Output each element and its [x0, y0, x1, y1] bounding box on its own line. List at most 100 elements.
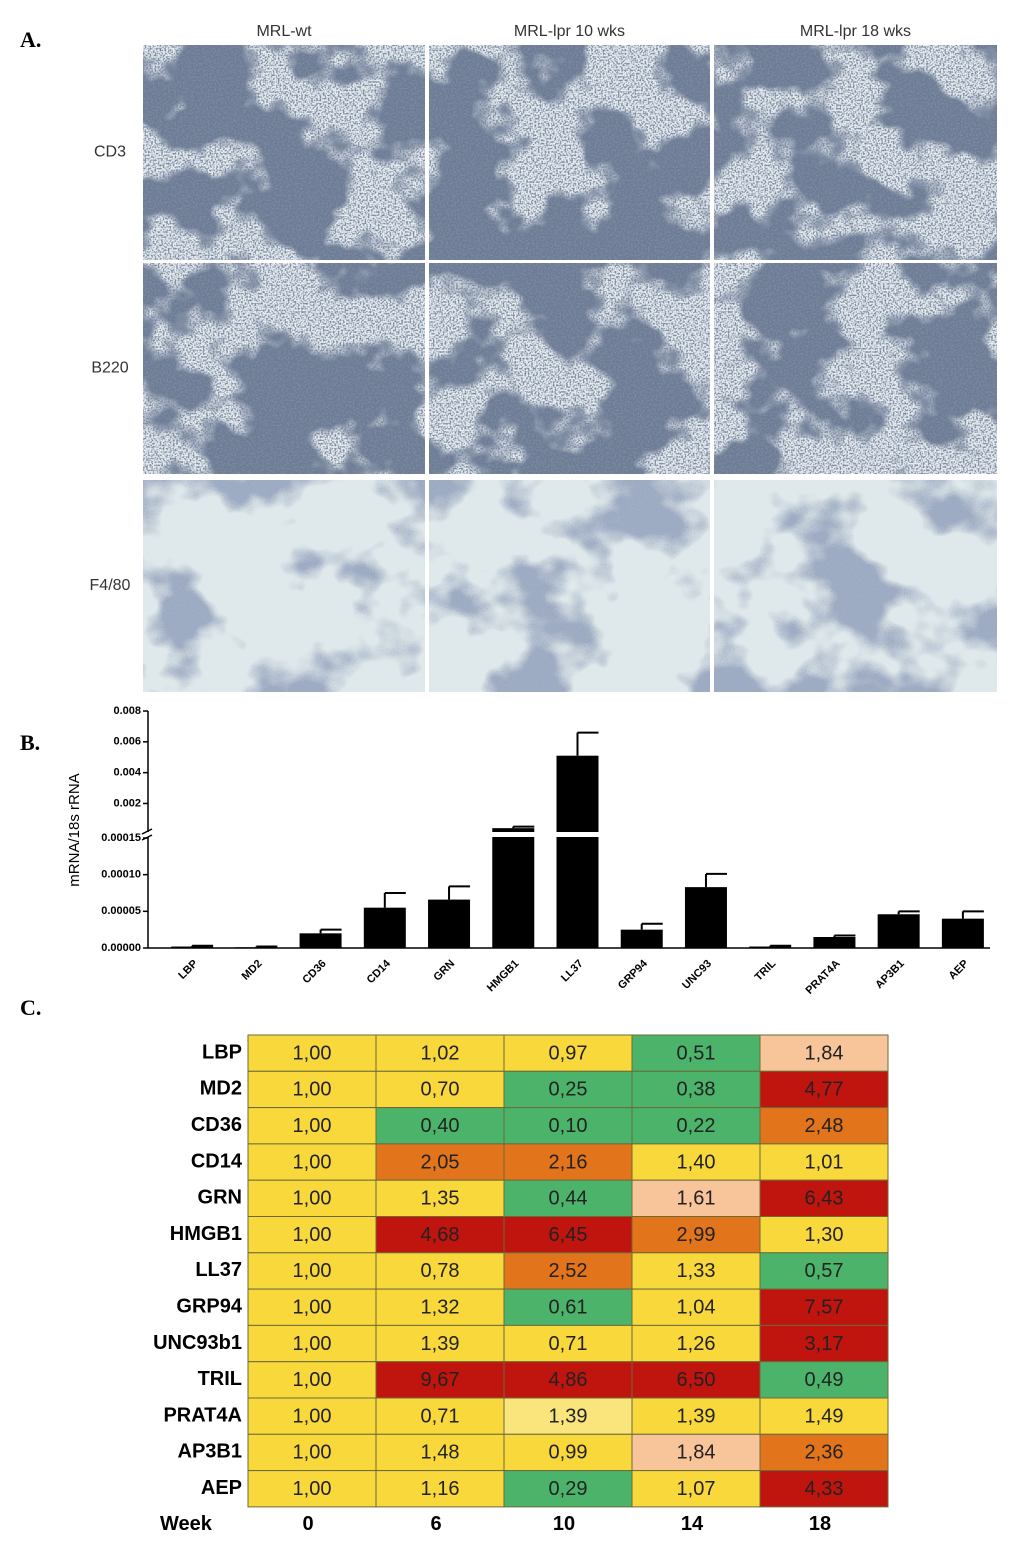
- gene-label: CD14: [191, 1150, 243, 1172]
- heat-cell: [503, 1179, 633, 1217]
- column-label: 10: [553, 1513, 575, 1535]
- heat-cell: [247, 1179, 377, 1217]
- bar: [620, 929, 663, 948]
- column-label: 0: [302, 1513, 313, 1535]
- cell-value: 1,00: [293, 1151, 332, 1173]
- cell-value: 1,35: [421, 1188, 460, 1210]
- micrograph: [429, 45, 710, 260]
- heat-cell: [247, 1397, 377, 1435]
- cell-value: 1,39: [421, 1333, 460, 1355]
- cell-value: 2,52: [549, 1260, 588, 1282]
- micrograph: [714, 480, 997, 692]
- cell-value: 0,22: [677, 1115, 716, 1137]
- y-tick-label: 0.00010: [101, 869, 141, 881]
- micrograph: [143, 480, 425, 692]
- break-mark: [141, 834, 153, 841]
- heat-cell: [759, 1107, 889, 1145]
- y-tick-label: 0.00000: [101, 942, 141, 954]
- column-header: MRL-lpr 10 wks: [514, 23, 625, 40]
- cell-value: 2,99: [677, 1224, 716, 1246]
- x-tick-label: GRN: [431, 958, 457, 984]
- cell-value: 3,17: [805, 1333, 844, 1355]
- x-tick-label: AP3B1: [873, 958, 907, 992]
- cell-value: 1,32: [421, 1297, 460, 1319]
- cell-value: 1,01: [805, 1151, 844, 1173]
- bar: [941, 918, 984, 948]
- heat-cell: [631, 1324, 761, 1363]
- cell-value: 1,07: [677, 1478, 716, 1500]
- y-tick-label: 0.006: [113, 736, 141, 748]
- axis-break: [142, 832, 990, 837]
- cell-value: 1,39: [677, 1405, 716, 1427]
- heat-cell: [503, 1107, 633, 1145]
- cell-value: 1,00: [293, 1442, 332, 1464]
- x-tick-label: CD14: [365, 957, 394, 986]
- cell-value: 1,30: [805, 1224, 844, 1246]
- cell-value: 1,33: [677, 1260, 716, 1282]
- heat-cell: [631, 1070, 761, 1109]
- panel-label: B.: [20, 730, 40, 755]
- cell-value: 4,68: [421, 1224, 460, 1246]
- cell-value: 0,70: [421, 1079, 460, 1101]
- cell-value: 1,61: [677, 1188, 716, 1210]
- heat-cell: [247, 1288, 377, 1326]
- gene-label: UNC93b1: [153, 1332, 242, 1354]
- cell-value: 0,51: [677, 1042, 716, 1064]
- column-header: MRL-lpr 18 wks: [800, 23, 911, 40]
- cell-value: 0,97: [549, 1042, 588, 1064]
- heat-cell: [375, 1107, 505, 1145]
- bar: [556, 755, 599, 948]
- heat-cell: [247, 1143, 377, 1181]
- cell-value: 1,48: [421, 1442, 460, 1464]
- column-label: 14: [681, 1513, 704, 1535]
- cell-value: 1,00: [293, 1478, 332, 1500]
- cell-value: 0,71: [421, 1405, 460, 1427]
- heat-cell: [247, 1433, 377, 1472]
- x-tick-label: AEP: [947, 958, 971, 982]
- panel-label: C.: [20, 995, 41, 1020]
- heat-cell: [375, 1179, 505, 1217]
- cell-value: 0,49: [805, 1369, 844, 1391]
- x-tick-label: GRP94: [616, 957, 651, 992]
- micrograph: [429, 263, 710, 474]
- cell-value: 1,00: [293, 1042, 332, 1064]
- gene-label: GRP94: [176, 1296, 242, 1318]
- cell-value: 0,99: [549, 1442, 588, 1464]
- bar: [428, 899, 471, 948]
- y-tick-label: 0.002: [113, 797, 141, 809]
- column-label: 18: [809, 1513, 831, 1535]
- heat-cell: [503, 1252, 633, 1290]
- heat-cell: [503, 1470, 633, 1508]
- gene-label: GRN: [198, 1187, 242, 1209]
- heat-cell: [631, 1143, 761, 1181]
- bar: [813, 937, 856, 948]
- row-label: F4/80: [90, 577, 131, 594]
- cell-value: 2,05: [421, 1151, 460, 1173]
- cell-value: 2,16: [549, 1151, 588, 1173]
- x-tick-label: TRIL: [753, 958, 779, 984]
- micrographs: [143, 45, 997, 692]
- y-axis-label: mRNA/18s rRNA: [66, 773, 83, 886]
- bar: [363, 907, 406, 948]
- cell-value: 6,50: [677, 1369, 716, 1391]
- gene-label: LBP: [202, 1041, 242, 1063]
- heat-cell: [503, 1397, 633, 1435]
- cell-value: 1,00: [293, 1079, 332, 1101]
- x-axis-label: Week: [160, 1513, 213, 1535]
- cell-value: 4,77: [805, 1079, 844, 1101]
- micrograph: [143, 45, 425, 260]
- bar: [492, 828, 535, 948]
- cell-value: 7,57: [805, 1297, 844, 1319]
- cell-value: 1,40: [677, 1151, 716, 1173]
- panel-label: A.: [20, 27, 41, 52]
- heat-cell: [631, 1034, 761, 1072]
- bar: [235, 947, 278, 948]
- cell-value: 1,00: [293, 1405, 332, 1427]
- y-tick-label: 0.00005: [101, 905, 141, 917]
- x-tick-label: PRAT4A: [804, 958, 843, 997]
- micrograph: [429, 480, 710, 692]
- heat-cell: [759, 1470, 889, 1508]
- x-tick-label: HMGB1: [485, 958, 522, 995]
- cell-value: 0,71: [549, 1333, 588, 1355]
- heat-cell: [759, 1252, 889, 1290]
